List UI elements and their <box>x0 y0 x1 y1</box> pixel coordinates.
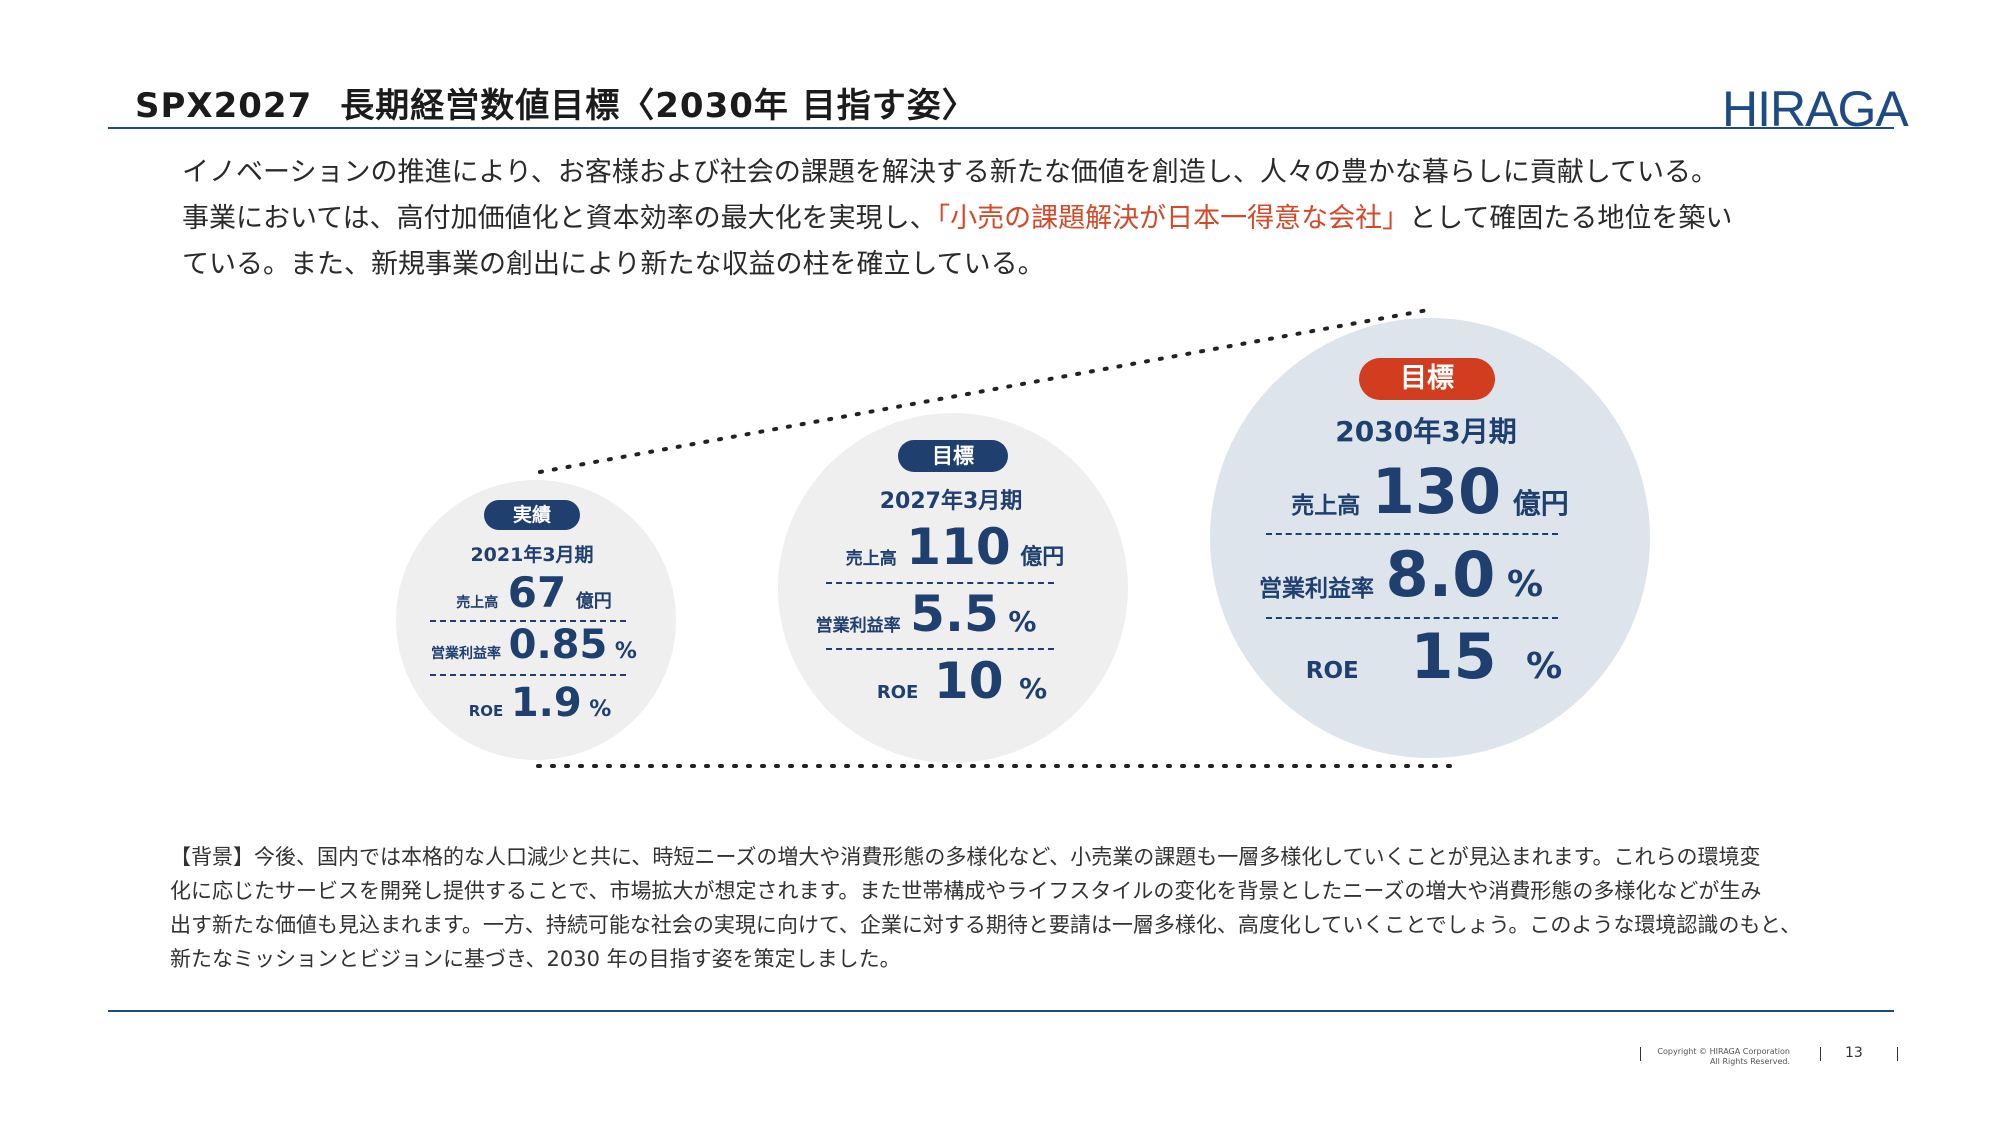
background-line-4: 新たなミッションとビジョンに基づき、2030 年の目指す姿を策定しました。 <box>170 947 901 971</box>
intro-line-3: ている。また、新規事業の創出により新たな収益の柱を確立している。 <box>182 249 1045 280</box>
background-text: 【背景】今後、国内では本格的な人口減少と共に、時短ニーズの増大や消費形態の多様化… <box>170 840 1801 976</box>
sales-row-2030: 売上高 130 億円 <box>1291 455 1569 528</box>
sales-unit: 億円 <box>1020 545 1065 570</box>
intro-line-2-post: として確固たる地位を築い <box>1409 203 1733 234</box>
badge-target-2027: 目標 <box>898 440 1008 472</box>
background-line-2: 化に応じたサービスを開発し提供することで、市場拡大が想定されます。また世帯構成や… <box>170 879 1762 903</box>
intro-line-2: 事業においては、高付加価値化と資本効率の最大化を実現し、「小売の課題解決が日本一… <box>182 196 1732 242</box>
badge-actual: 実績 <box>484 500 580 530</box>
divider <box>1266 617 1558 619</box>
sales-value: 130 <box>1371 455 1502 528</box>
footer-separator <box>1897 1047 1898 1061</box>
margin-row-2030: 営業利益率 8.0 % <box>1259 538 1543 611</box>
page-number: 13 <box>1845 1045 1863 1061</box>
footer-rule <box>108 1010 1894 1012</box>
roe-row-2027: ROE 10 % <box>877 652 1047 710</box>
roe-unit: % <box>1526 646 1563 687</box>
background-line-1: 【背景】今後、国内では本格的な人口減少と共に、時短ニーズの増大や消費形態の多様化… <box>170 845 1761 869</box>
margin-label: 営業利益率 <box>815 616 901 636</box>
margin-value: 5.5 <box>910 585 999 643</box>
growth-dotted-line <box>538 308 1430 474</box>
sales-label: 売上高 <box>845 549 897 569</box>
footer-separator <box>1820 1047 1821 1061</box>
intro-text: イノベーションの推進により、お客様および社会の課題を解決する新たな価値を創造し、… <box>182 150 1732 288</box>
margin-row-2027: 営業利益率 5.5 % <box>816 585 1037 643</box>
period-2030: 2030年3月期 <box>1335 415 1517 448</box>
sales-value: 67 <box>507 568 567 617</box>
roe-label: ROE <box>1305 658 1359 684</box>
page-title: SPX2027 長期経営数値目標〈2030年 目指す姿〉 <box>135 78 977 127</box>
margin-unit: % <box>1008 605 1037 638</box>
sales-value: 110 <box>906 518 1011 576</box>
roe-value: 10 <box>933 652 1004 710</box>
copyright-line-1: Copyright © HIRAGA Corporation <box>1657 1047 1790 1056</box>
divider <box>430 674 626 676</box>
margin-unit: % <box>614 639 637 664</box>
sales-row-2027: 売上高 110 億円 <box>846 518 1065 576</box>
copyright: Copyright © HIRAGA Corporation All Right… <box>1655 1047 1790 1067</box>
divider <box>826 582 1054 584</box>
sales-unit: 億円 <box>1512 487 1569 520</box>
divider <box>1266 533 1558 535</box>
margin-value: 8.0 <box>1385 538 1496 611</box>
roe-label: ROE <box>876 682 919 703</box>
intro-highlight: 「小売の課題解決が日本一得意な会社」 <box>936 203 1410 234</box>
roe-row-2030: ROE 15 % <box>1306 620 1563 693</box>
divider <box>826 648 1054 650</box>
roe-unit: % <box>589 697 612 722</box>
margin-label: 営業利益率 <box>431 646 502 662</box>
sales-unit: 億円 <box>575 591 612 612</box>
roe-unit: % <box>1019 672 1048 705</box>
copyright-line-2: All Rights Reserved. <box>1709 1057 1790 1066</box>
roe-label: ROE <box>468 702 504 720</box>
title-main: SPX2027 <box>135 86 313 126</box>
period-2027: 2027年3月期 <box>879 489 1023 514</box>
sales-row-2021: 売上高 67 億円 <box>456 568 612 617</box>
period-2021: 2021年3月期 <box>470 544 594 566</box>
divider <box>430 620 626 622</box>
sales-label: 売上高 <box>456 595 499 611</box>
roe-row-2021: ROE 1.9 % <box>469 680 612 726</box>
margin-label: 営業利益率 <box>1258 576 1374 602</box>
footer-separator <box>1640 1047 1641 1061</box>
badge-target-2030: 目標 <box>1359 358 1495 400</box>
roe-value: 15 <box>1410 620 1497 693</box>
margin-row-2021: 営業利益率 0.85 % <box>431 622 637 668</box>
title-sub: 長期経営数値目標〈2030年 目指す姿〉 <box>340 86 977 126</box>
sales-label: 売上高 <box>1291 493 1361 519</box>
margin-unit: % <box>1506 564 1544 605</box>
header-rule <box>108 127 1894 129</box>
background-line-3: 出す新たな価値も見込まれます。一方、持続可能な社会の実現に向けて、企業に対する期… <box>170 913 1802 937</box>
roe-value: 1.9 <box>510 680 582 726</box>
intro-line-1: イノベーションの推進により、お客様および社会の課題を解決する新たな価値を創造し、… <box>182 157 1719 188</box>
intro-line-2-pre: 事業においては、高付加価値化と資本効率の最大化を実現し、 <box>182 203 937 234</box>
margin-value: 0.85 <box>508 622 608 668</box>
